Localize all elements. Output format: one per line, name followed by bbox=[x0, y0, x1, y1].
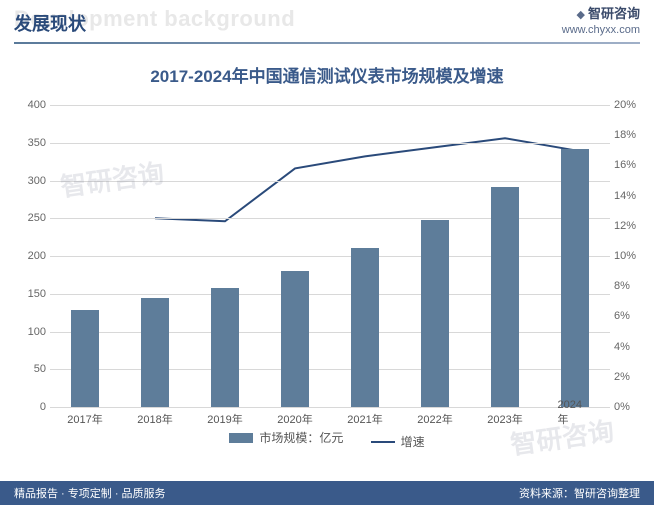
legend-line-label: 增速 bbox=[401, 433, 425, 450]
y-right-tick: 8% bbox=[614, 280, 644, 292]
header: Development background 发展现状 ◆ 智研咨询 www.c… bbox=[0, 0, 654, 48]
y-left-tick: 100 bbox=[18, 326, 46, 338]
footer-right: 资料来源：智研咨询整理 bbox=[519, 485, 640, 501]
y-right-tick: 6% bbox=[614, 310, 644, 322]
y-left-tick: 200 bbox=[18, 250, 46, 262]
x-tick: 2023年 bbox=[487, 411, 522, 427]
grid-line bbox=[50, 332, 610, 333]
footer-left: 精品报告 · 专项定制 · 品质服务 bbox=[14, 485, 166, 501]
x-tick: 2017年 bbox=[67, 411, 102, 427]
x-tick: 2020年 bbox=[277, 411, 312, 427]
chart-title: 2017-2024年中国通信测试仪表市场规模及增速 bbox=[0, 62, 654, 87]
x-tick: 2018年 bbox=[137, 411, 172, 427]
y-left-tick: 150 bbox=[18, 288, 46, 300]
y-right-tick: 10% bbox=[614, 250, 644, 262]
header-divider bbox=[14, 42, 640, 44]
y-left-tick: 250 bbox=[18, 212, 46, 224]
bar bbox=[71, 310, 99, 407]
y-right-tick: 12% bbox=[614, 220, 644, 232]
chart-area: 0501001502002503003504000%2%4%6%8%10%12%… bbox=[50, 95, 610, 425]
y-right-tick: 16% bbox=[614, 159, 644, 171]
bar bbox=[141, 298, 169, 407]
grid-line bbox=[50, 218, 610, 219]
x-tick: 2021年 bbox=[347, 411, 382, 427]
y-left-tick: 300 bbox=[18, 175, 46, 187]
x-tick: 2019年 bbox=[207, 411, 242, 427]
y-left-tick: 350 bbox=[18, 137, 46, 149]
x-tick: 2024年 bbox=[558, 399, 593, 427]
plot-region: 0501001502002503003504000%2%4%6%8%10%12%… bbox=[50, 105, 610, 407]
y-left-tick: 400 bbox=[18, 99, 46, 111]
grid-line bbox=[50, 181, 610, 182]
bar bbox=[281, 271, 309, 407]
y-left-tick: 0 bbox=[18, 401, 46, 413]
grid-line bbox=[50, 105, 610, 106]
bar bbox=[421, 220, 449, 407]
footer: 精品报告 · 专项定制 · 品质服务 资料来源：智研咨询整理 bbox=[0, 481, 654, 505]
grid-line bbox=[50, 143, 610, 144]
y-right-tick: 18% bbox=[614, 129, 644, 141]
legend-bar-swatch bbox=[229, 433, 253, 443]
y-right-tick: 20% bbox=[614, 99, 644, 111]
grid-line bbox=[50, 369, 610, 370]
grid-line bbox=[50, 294, 610, 295]
legend-bar: 市场规模：亿元 bbox=[229, 429, 343, 446]
bar bbox=[211, 288, 239, 407]
bar bbox=[561, 149, 589, 407]
legend-line-swatch bbox=[371, 441, 395, 443]
legend: 市场规模：亿元 增速 bbox=[0, 429, 654, 450]
y-right-tick: 14% bbox=[614, 190, 644, 202]
bar bbox=[351, 248, 379, 407]
bar bbox=[491, 187, 519, 407]
y-right-tick: 0% bbox=[614, 401, 644, 413]
x-tick: 2022年 bbox=[417, 411, 452, 427]
header-title: 发展现状 bbox=[14, 10, 640, 36]
grid-line bbox=[50, 407, 610, 408]
grid-line bbox=[50, 256, 610, 257]
y-right-tick: 2% bbox=[614, 371, 644, 383]
legend-line: 增速 bbox=[371, 433, 425, 450]
legend-bar-label: 市场规模：亿元 bbox=[259, 429, 343, 446]
y-right-tick: 4% bbox=[614, 341, 644, 353]
y-left-tick: 50 bbox=[18, 363, 46, 375]
